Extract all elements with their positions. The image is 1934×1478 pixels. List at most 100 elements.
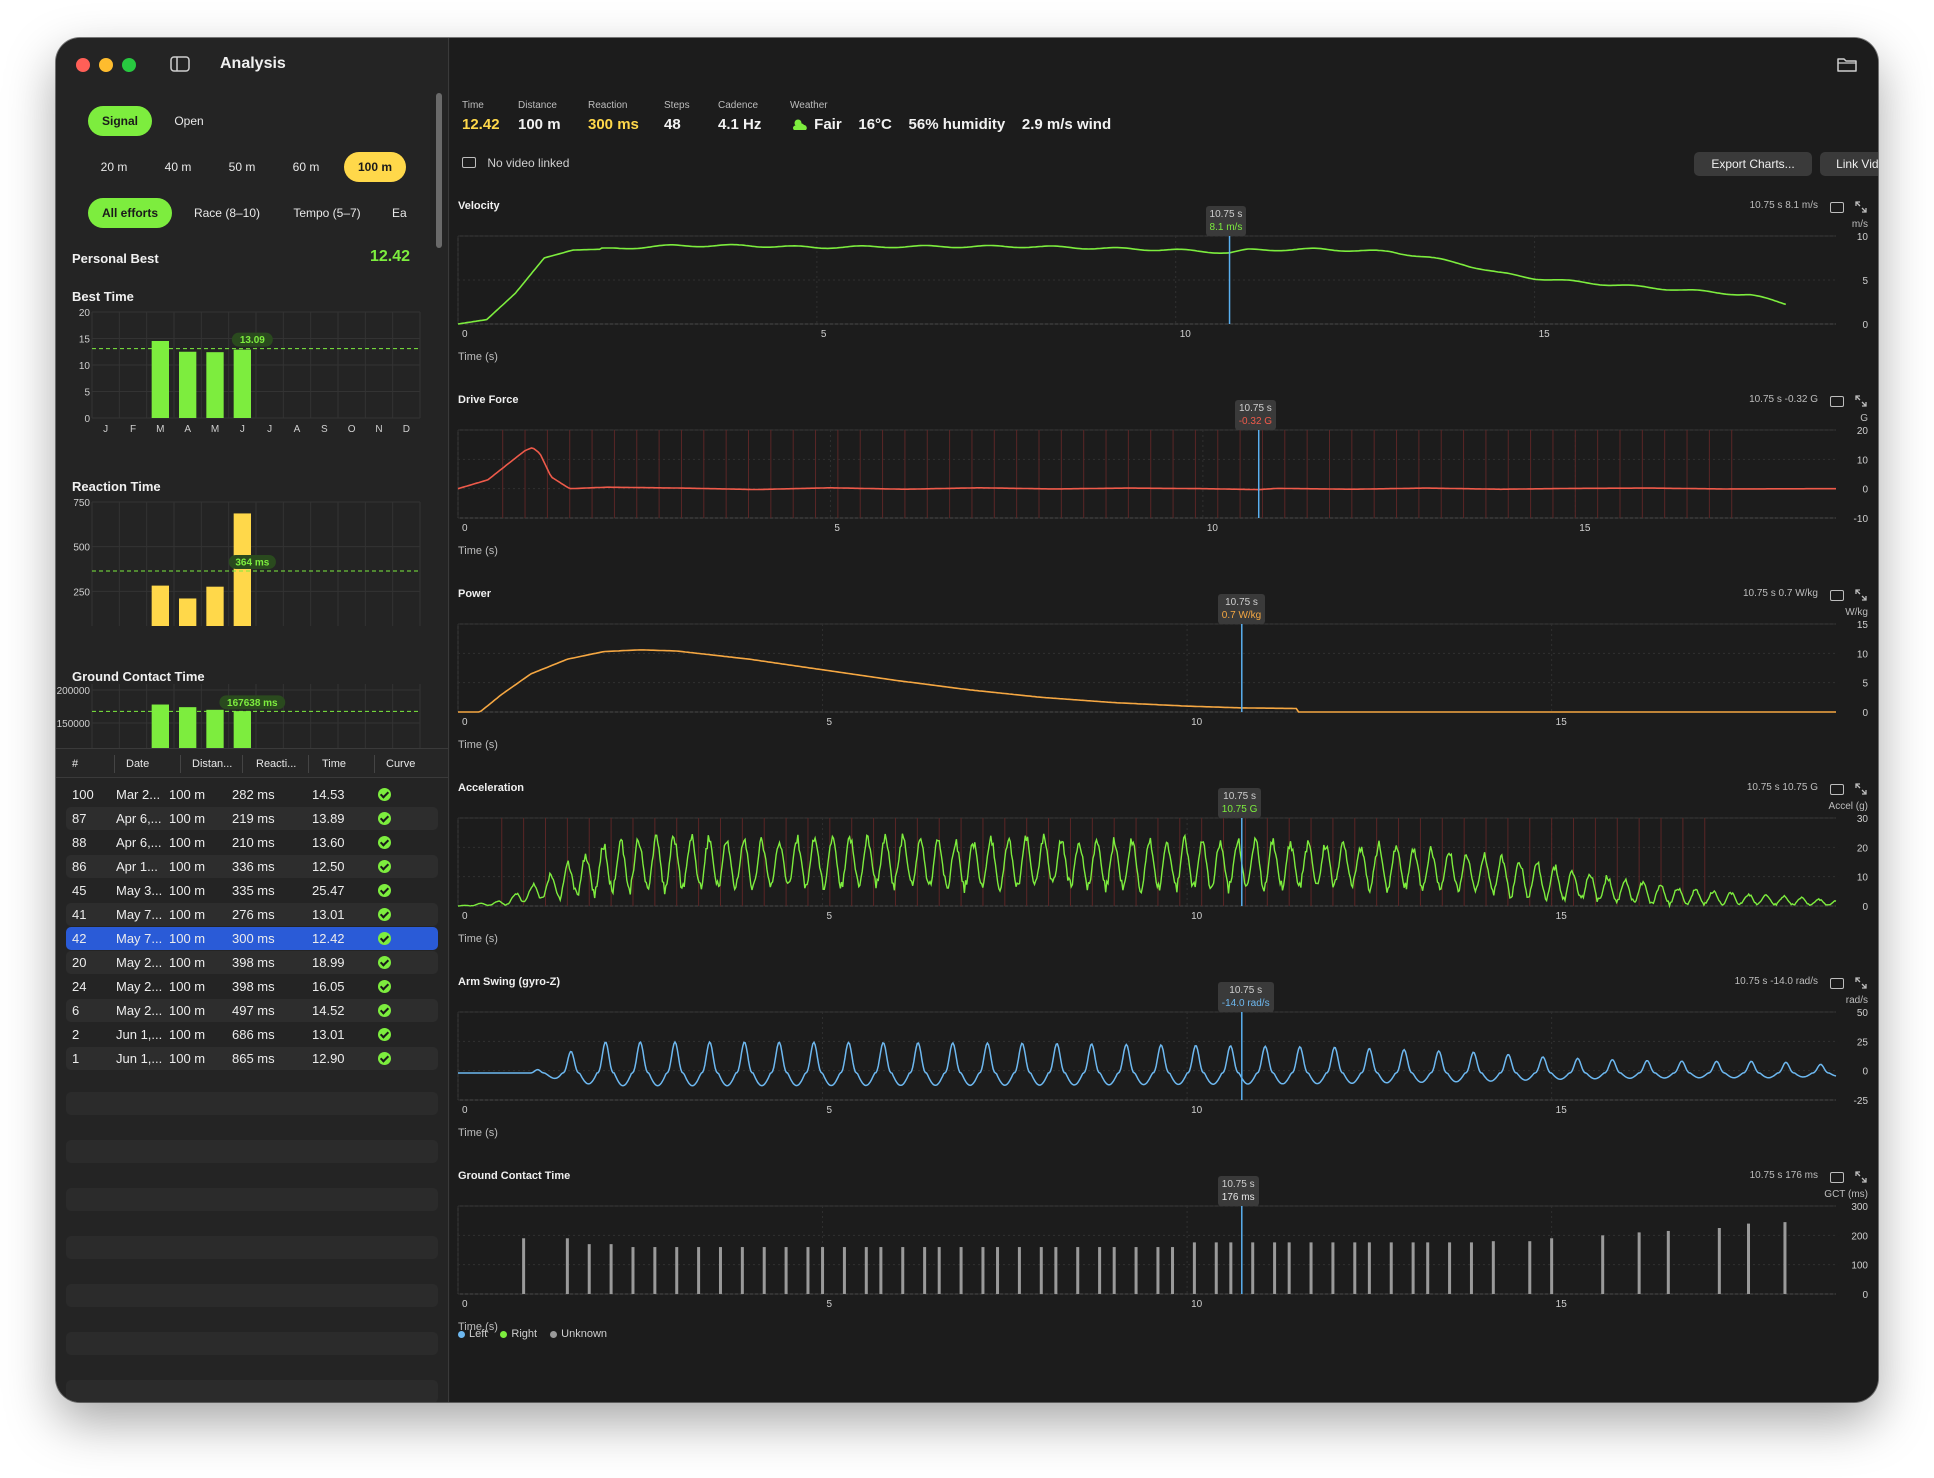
- mini-bar[interactable]: [151, 340, 169, 418]
- chart-plot[interactable]: 10 5 0 0 5 10 15: [450, 200, 1878, 350]
- mini-bar[interactable]: [233, 513, 251, 626]
- expand-icon[interactable]: [1854, 588, 1868, 602]
- effort-tab-easy[interactable]: Ea: [392, 206, 407, 220]
- column-header-distance[interactable]: Distan...: [192, 758, 233, 770]
- gct-bar: [609, 1244, 613, 1294]
- chart-title: Drive Force: [458, 394, 519, 406]
- mini-bar[interactable]: [206, 709, 224, 748]
- table-row[interactable]: 20 May 2... 100 m 398 ms 18.99: [66, 951, 438, 974]
- column-header-date[interactable]: Date: [126, 758, 150, 770]
- distance-tab-100m[interactable]: 100 m: [344, 152, 406, 182]
- tooltip-value: 8.1 m/s: [1209, 222, 1243, 233]
- table-cell: 12.90: [312, 1051, 345, 1066]
- chart-drive_force[interactable]: Drive Force 10.75 s -0.32 G G 20 10 0 -10 0 5 10 1…: [450, 394, 1878, 584]
- mini-bar[interactable]: [179, 707, 197, 748]
- mini-bar[interactable]: [206, 586, 224, 626]
- mini-bar[interactable]: [151, 704, 169, 748]
- cursor-tooltip: 10.75 s 8.1 m/s: [1205, 206, 1247, 236]
- ground-contact-chart-title: Ground Contact Time: [72, 669, 205, 684]
- chart-toggle-icon[interactable]: [1830, 202, 1844, 213]
- chart-toggle-icon[interactable]: [1830, 590, 1844, 601]
- gct-bar: [1637, 1232, 1641, 1294]
- minimize-window-button[interactable]: [99, 58, 113, 72]
- chart-plot[interactable]: 15 10 5 0 0 5 10 15: [450, 588, 1878, 738]
- chart-ground_contact_time[interactable]: Ground Contact Time 10.75 s 176 ms GCT (ms…: [450, 1170, 1878, 1360]
- expand-icon[interactable]: [1854, 200, 1868, 214]
- mini-bar[interactable]: [233, 349, 251, 418]
- expand-icon[interactable]: [1854, 394, 1868, 408]
- chart-title: Ground Contact Time: [458, 1170, 571, 1182]
- tab-signal[interactable]: Signal: [88, 106, 152, 136]
- table-cell: 100: [72, 787, 94, 802]
- chart-acceleration[interactable]: Acceleration 10.75 s 10.75 G Accel (g) 30 20…: [450, 782, 1878, 972]
- chart-toggle-icon[interactable]: [1830, 1172, 1844, 1183]
- column-header-reaction[interactable]: Reacti...: [256, 758, 297, 770]
- reaction-time-mini-chart: 7505002500364 msJFMAMJJASOND: [73, 498, 421, 626]
- chart-plot[interactable]: 30 20 10 0 0 5 10 15: [450, 782, 1878, 932]
- table-row[interactable]: 41 May 7... 100 m 276 ms 13.01: [66, 903, 438, 926]
- sidebar-toggle-icon[interactable]: [168, 53, 192, 75]
- expand-icon[interactable]: [1854, 976, 1868, 990]
- sidebar-scrollbar[interactable]: [436, 93, 442, 248]
- column-header-curve[interactable]: Curve: [386, 758, 416, 770]
- folder-icon[interactable]: [1832, 51, 1862, 77]
- column-header-number[interactable]: #: [72, 758, 79, 770]
- distance-tab-60m[interactable]: 60 m: [292, 160, 320, 174]
- zoom-window-button[interactable]: [122, 58, 136, 72]
- effort-tab-tempo[interactable]: Tempo (5–7): [293, 206, 361, 220]
- chart-arm_swing[interactable]: Arm Swing (gyro-Z) 10.75 s -14.0 rad/s rad…: [450, 976, 1878, 1166]
- column-header-time[interactable]: Time: [322, 758, 347, 770]
- tooltip-value: 10.75 G: [1221, 804, 1258, 815]
- x-tick-label: 5: [827, 1105, 833, 1116]
- table-row[interactable]: 42 May 7... 100 m 300 ms 12.42: [66, 927, 438, 950]
- distance-tab-20m[interactable]: 20 m: [100, 160, 128, 174]
- distance-tab-50m[interactable]: 50 m: [228, 160, 256, 174]
- chart-plot[interactable]: 50 25 0 -25 0 5 10 15: [450, 976, 1878, 1126]
- effort-tab-all[interactable]: All efforts: [88, 198, 172, 228]
- table-row[interactable]: 2 Jun 1,... 100 m 686 ms 13.01: [66, 1023, 438, 1046]
- table-row[interactable]: 100 Mar 2... 100 m 282 ms 14.53: [66, 783, 438, 806]
- gct-bar: [1353, 1242, 1357, 1294]
- mini-bar[interactable]: [151, 585, 169, 626]
- gct-bar: [565, 1238, 569, 1294]
- mini-bar[interactable]: [179, 598, 197, 626]
- table-row[interactable]: 88 Apr 6,... 100 m 210 ms 13.60: [66, 831, 438, 854]
- gct-bar: [1054, 1247, 1058, 1294]
- table-cell: 398 ms: [232, 955, 275, 970]
- table-cell: 282 ms: [232, 787, 275, 802]
- table-row[interactable]: 1 Jun 1,... 100 m 865 ms 12.90: [66, 1047, 438, 1070]
- distance-tab-40m[interactable]: 40 m: [164, 160, 192, 174]
- chart-power[interactable]: Power 10.75 s 0.7 W/kg W/kg 15 10 5 0 0 5 10 15 10.…: [450, 588, 1878, 778]
- chart-plot[interactable]: 20 10 0 -10 0 5 10 15: [450, 394, 1878, 544]
- cursor-tooltip: 10.75 s 176 ms: [1217, 1176, 1259, 1206]
- mini-bar[interactable]: [179, 351, 197, 418]
- mini-bar[interactable]: [206, 352, 224, 418]
- chart-toggle-icon[interactable]: [1830, 978, 1844, 989]
- chart-toggle-icon[interactable]: [1830, 784, 1844, 795]
- weather-condition: Fair: [814, 116, 842, 133]
- table-cell: 100 m: [169, 835, 206, 850]
- x-tick-label: 0: [462, 1105, 468, 1116]
- link-video-button[interactable]: Link Video...: [1820, 152, 1878, 176]
- curve-check-icon: [378, 908, 391, 921]
- table-row[interactable]: 87 Apr 6,... 100 m 219 ms 13.89: [66, 807, 438, 830]
- export-charts-button[interactable]: Export Charts...: [1694, 152, 1812, 176]
- tab-open[interactable]: Open: [174, 114, 204, 128]
- expand-icon[interactable]: [1854, 1170, 1868, 1184]
- expand-icon[interactable]: [1854, 782, 1868, 796]
- table-row[interactable]: 86 Apr 1... 100 m 336 ms 12.50: [66, 855, 438, 878]
- table-row[interactable]: 6 May 2... 100 m 497 ms 14.52: [66, 999, 438, 1022]
- effort-tab-race[interactable]: Race (8–10): [193, 206, 261, 220]
- table-row[interactable]: 45 May 3... 100 m 335 ms 25.47: [66, 879, 438, 902]
- chart-plot[interactable]: 300 200 100 0 0 5 10 15: [450, 1170, 1878, 1320]
- close-window-button[interactable]: [76, 58, 90, 72]
- y-tick-label: 0: [1862, 1290, 1868, 1301]
- table-cell: 12.42: [312, 931, 345, 946]
- mini-month-label: N: [375, 424, 382, 435]
- table-row[interactable]: 24 May 2... 100 m 398 ms 16.05: [66, 975, 438, 998]
- stat-time-label: Time: [462, 100, 484, 111]
- mini-month-label: J: [267, 424, 272, 435]
- chart-velocity[interactable]: Velocity 10.75 s 8.1 m/s m/s 10 5 0 0 5 10 15 10.7…: [450, 200, 1878, 390]
- chart-toggle-icon[interactable]: [1830, 396, 1844, 407]
- mini-bar[interactable]: [233, 711, 251, 748]
